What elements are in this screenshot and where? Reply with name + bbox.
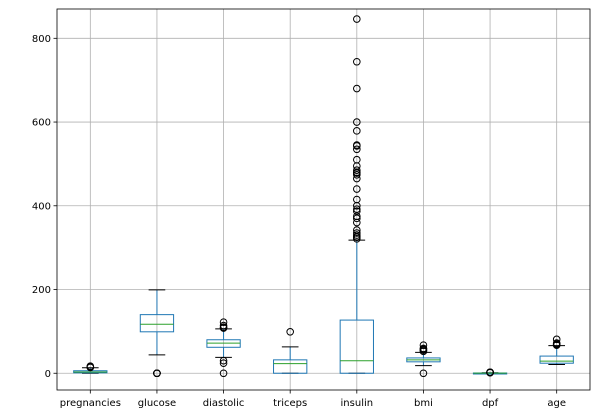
outlier-point [353, 84, 361, 93]
outlier-point [353, 141, 361, 149]
outlier-point [219, 321, 228, 330]
x-tick-label: bmi [414, 398, 433, 409]
box-iqr [273, 359, 308, 374]
y-tick-label: 200 [32, 285, 51, 296]
outlier-point [353, 145, 361, 154]
outlier-point [219, 318, 228, 326]
x-tick-label: diastolic [203, 398, 245, 409]
y-tick-label: 400 [32, 201, 51, 212]
outlier-point [86, 362, 95, 370]
box-diastolic [206, 318, 241, 378]
box-glucose [139, 289, 175, 378]
box-iqr [139, 314, 175, 333]
outlier-point [353, 15, 361, 23]
box-iqr [339, 319, 374, 374]
y-axis: 0 200 400 600 800 [32, 34, 57, 380]
outlier-point [353, 229, 361, 237]
boxes-layer [73, 15, 574, 378]
x-tick-label: dpf [482, 398, 499, 409]
outlier-point [219, 356, 228, 365]
y-tick-label: 800 [32, 34, 51, 45]
x-tick-label: insulin [341, 398, 374, 409]
box-age [539, 335, 574, 365]
outlier-point [353, 195, 361, 204]
outlier-point [286, 328, 294, 336]
outlier-point [353, 57, 361, 66]
outlier-point [419, 341, 428, 349]
x-tick-label: glucose [138, 398, 176, 409]
outlier-point [353, 207, 361, 216]
box-bmi [406, 341, 441, 378]
outlier-point [353, 212, 361, 221]
outlier-point [353, 127, 361, 135]
grid-layer [57, 9, 590, 390]
outlier-point [219, 369, 228, 378]
box-insulin [339, 15, 374, 374]
box-triceps [273, 328, 308, 374]
outlier-point [353, 205, 361, 213]
outlier-point [219, 359, 228, 368]
outlier-point [486, 368, 494, 377]
outlier-point [419, 369, 428, 378]
outlier-point [153, 369, 161, 378]
outlier-point [353, 155, 361, 164]
outlier-point [353, 118, 361, 126]
box-iqr [539, 355, 574, 364]
outlier-point [353, 166, 361, 174]
outlier-point [552, 335, 561, 344]
plot-frame [56, 8, 591, 391]
outlier-point [353, 226, 361, 234]
x-tick-label: pregnancies [60, 398, 121, 409]
outlier-point [353, 185, 361, 193]
outlier-point [419, 344, 428, 353]
y-tick-label: 600 [32, 118, 51, 129]
x-axis: pregnancies glucose diastolic triceps insuli… [60, 390, 566, 409]
outlier-point [353, 231, 361, 239]
box-dpf [472, 368, 508, 377]
x-tick-label: age [547, 398, 566, 409]
y-tick-label: 0 [45, 369, 51, 380]
box-pregnancies [73, 362, 108, 374]
x-tick-label: triceps [273, 398, 307, 409]
outlier-point [552, 339, 561, 347]
outlier-point [353, 214, 361, 223]
